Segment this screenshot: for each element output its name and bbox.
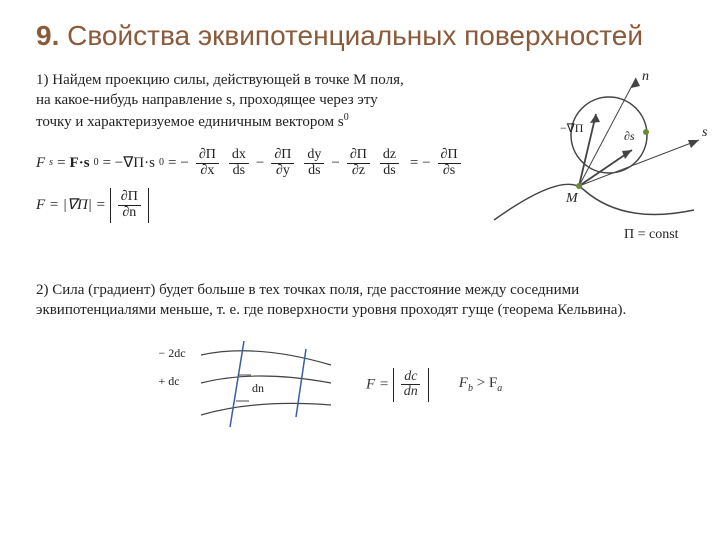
eq3-a: a bbox=[497, 383, 502, 394]
cross-line-a bbox=[230, 341, 244, 427]
eq1-s0sup2: 0 bbox=[159, 156, 164, 170]
equation-F-dc-dn: F = dc dn bbox=[366, 368, 429, 402]
eq3-b: b bbox=[468, 383, 473, 394]
label-l2: Π = C + dc bbox=[156, 374, 180, 388]
label-pi-const: Π = const bbox=[624, 227, 679, 242]
eq1-eq1: = bbox=[57, 153, 65, 174]
cross-line-b bbox=[296, 349, 306, 417]
label-dn: dn bbox=[252, 381, 264, 395]
eq1-Fs0: F·s bbox=[70, 153, 90, 174]
eq1-eq3: = bbox=[168, 153, 176, 174]
eq2-lhs: F = |∇Π| = bbox=[36, 195, 106, 216]
eq1-frac3b: dzds bbox=[380, 148, 399, 178]
s-axis bbox=[579, 140, 699, 186]
paragraph-2: 2) Сила (градиент) будет больше в тех то… bbox=[36, 280, 684, 321]
level-curve-2 bbox=[201, 376, 331, 383]
eq1-frac2b: dyds bbox=[304, 148, 324, 178]
diagram1-svg: n s M −∇Π ∂s Π = const bbox=[474, 70, 714, 250]
para1-sup: 0 bbox=[344, 112, 349, 123]
paragraph-1: 1) Найдем проекцию силы, действующей в т… bbox=[36, 70, 416, 132]
diagram-levels: Π = C − 2dc Π = C + dc Π = C dn bbox=[156, 335, 336, 435]
eq2b-abs: dc dn bbox=[393, 368, 429, 402]
n-arrowhead-icon bbox=[631, 78, 640, 88]
row-1: 1) Найдем проекцию силы, действующей в т… bbox=[36, 70, 684, 250]
level-curve-3 bbox=[201, 403, 331, 415]
diagram2-svg: Π = C − 2dc Π = C + dc Π = C dn bbox=[156, 335, 336, 435]
eq3-F1: F bbox=[459, 375, 468, 391]
eq1-rhs: ∂Π∂s bbox=[438, 148, 461, 178]
eq2b-lhs: F = bbox=[366, 376, 393, 392]
label-M: M bbox=[565, 191, 579, 206]
point-on-circle bbox=[643, 129, 649, 135]
label-neg-grad: −∇Π bbox=[560, 121, 584, 135]
equation-Fb-gt-Fa: Fb > Fa bbox=[459, 375, 502, 394]
equation-block: Fs = F·s0 = −∇Π·s0 = −∂Π∂x dxds −∂Π∂y dy… bbox=[36, 148, 464, 223]
eq1-eq2: = −∇Π·s bbox=[103, 153, 155, 174]
row-2: Π = C − 2dc Π = C + dc Π = C dn F = dc d… bbox=[36, 335, 684, 435]
eq1-s0sup: 0 bbox=[94, 156, 99, 170]
eq1-Fs-sub: s bbox=[49, 156, 53, 170]
diagram-circle: n s M −∇Π ∂s Π = const bbox=[474, 70, 714, 250]
label-ds: ∂s bbox=[624, 129, 635, 143]
eq1-frac1b: dxds bbox=[229, 148, 249, 178]
title-number: 9. bbox=[36, 20, 59, 51]
eq2b-frac: dc dn bbox=[401, 370, 421, 400]
equation-line-2: F = |∇Π| = ∂Π∂n bbox=[36, 188, 464, 222]
eq1-frac3a: ∂Π∂z bbox=[347, 148, 370, 178]
eq2-abs: ∂Π∂n bbox=[110, 188, 149, 222]
ds-arrowhead-icon bbox=[622, 150, 632, 159]
eq3-mid: > F bbox=[477, 375, 498, 391]
hodograph-circle bbox=[571, 97, 647, 173]
s-arrowhead-icon bbox=[688, 140, 699, 148]
eq1-F: F bbox=[36, 153, 45, 174]
equation-line-1: Fs = F·s0 = −∇Π·s0 = −∂Π∂x dxds −∂Π∂y dy… bbox=[36, 148, 464, 178]
level-curve-1 bbox=[201, 350, 331, 364]
label-l1: Π = C − 2dc bbox=[156, 346, 186, 360]
equipotential-curve bbox=[494, 184, 694, 220]
eq1-frac2a: ∂Π∂y bbox=[271, 148, 294, 178]
title-text: Свойства эквипотенциальных поверхностей bbox=[67, 20, 643, 51]
label-n: n bbox=[642, 70, 649, 84]
slide-title: 9. Свойства эквипотенциальных поверхност… bbox=[36, 20, 684, 52]
label-s: s bbox=[702, 125, 708, 140]
point-M bbox=[576, 183, 582, 189]
eq1-frac1a: ∂Π∂x bbox=[196, 148, 219, 178]
eq2-frac: ∂Π∂n bbox=[118, 190, 141, 220]
